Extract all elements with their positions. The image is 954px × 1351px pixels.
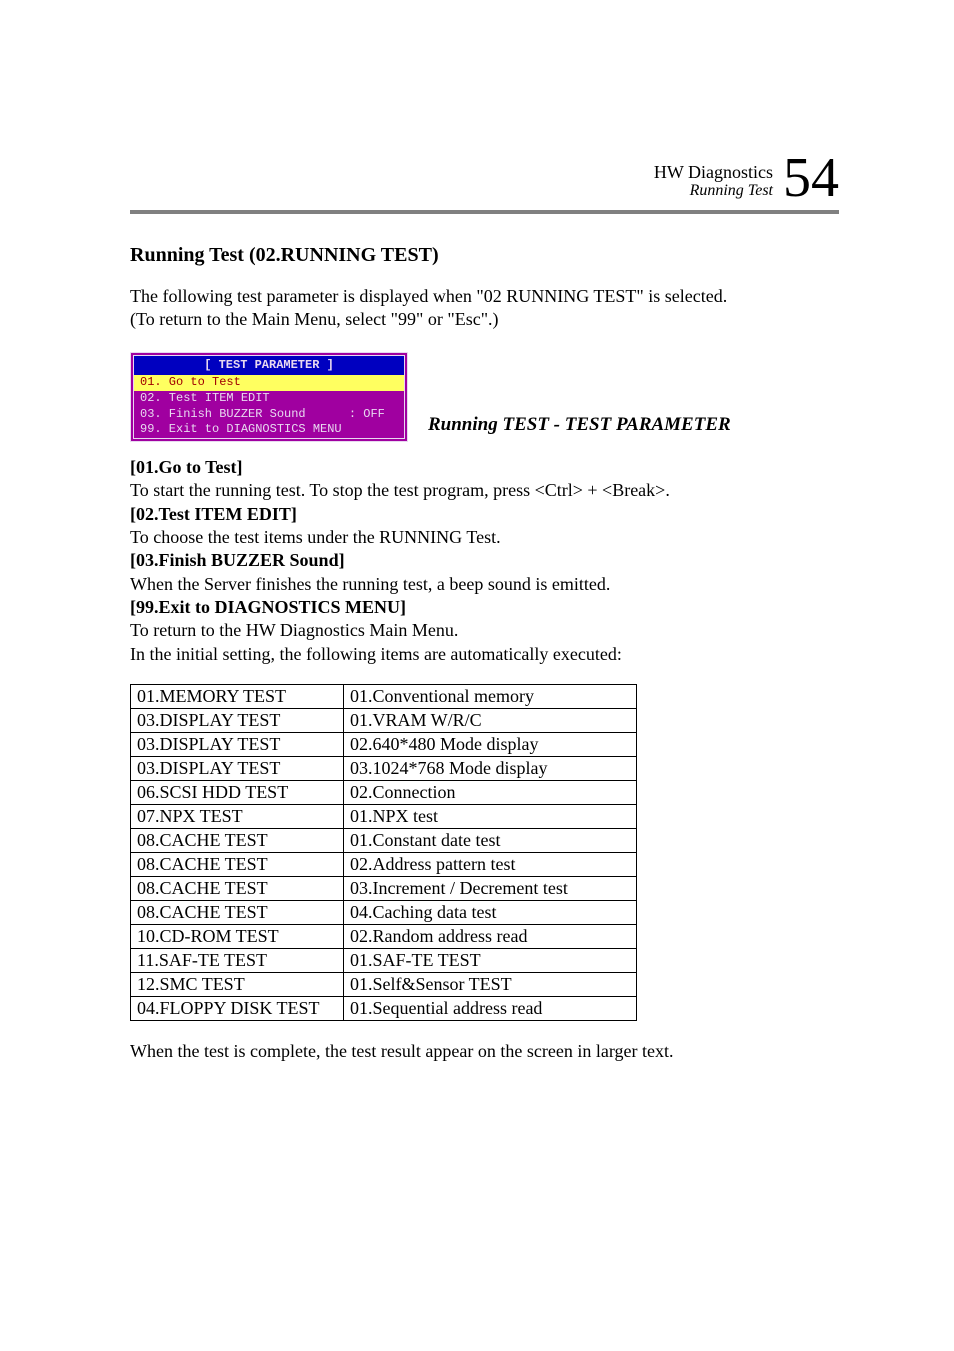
item-03-desc: When the Server finishes the running tes… xyxy=(130,573,839,596)
page-header: HW Diagnostics Running Test 54 xyxy=(130,150,839,206)
table-cell-test: 08.CACHE TEST xyxy=(131,829,344,853)
table-row: 01.MEMORY TEST01.Conventional memory xyxy=(131,685,637,709)
terminal-line-3: 03. Finish BUZZER Sound : OFF xyxy=(134,407,404,423)
table-row: 03.DISPLAY TEST02.640*480 Mode display xyxy=(131,733,637,757)
table-cell-test: 03.DISPLAY TEST xyxy=(131,733,344,757)
table-cell-test: 07.NPX TEST xyxy=(131,805,344,829)
menu-items-description: [01.Go to Test] To start the running tes… xyxy=(130,456,839,667)
table-cell-test: 08.CACHE TEST xyxy=(131,853,344,877)
table-cell-test: 04.FLOPPY DISK TEST xyxy=(131,997,344,1021)
table-cell-subtest: 02.Address pattern test xyxy=(344,853,637,877)
item-99-heading: [99.Exit to DIAGNOSTICS MENU] xyxy=(130,596,839,619)
table-cell-test: 03.DISPLAY TEST xyxy=(131,709,344,733)
table-cell-subtest: 03.Increment / Decrement test xyxy=(344,877,637,901)
table-cell-subtest: 01.Sequential address read xyxy=(344,997,637,1021)
table-row: 08.CACHE TEST01.Constant date test xyxy=(131,829,637,853)
closing-paragraph: When the test is complete, the test resu… xyxy=(130,1041,839,1062)
table-cell-subtest: 01.Conventional memory xyxy=(344,685,637,709)
item-99-desc: To return to the HW Diagnostics Main Men… xyxy=(130,619,839,642)
table-cell-subtest: 01.Constant date test xyxy=(344,829,637,853)
page-number: 54 xyxy=(783,150,839,206)
table-row: 10.CD-ROM TEST02.Random address read xyxy=(131,925,637,949)
auto-exec-line: In the initial setting, the following it… xyxy=(130,643,839,666)
terminal-line-1: 01. Go to Test xyxy=(134,375,404,391)
page-container: HW Diagnostics Running Test 54 Running T… xyxy=(0,0,954,1122)
table-row: 03.DISPLAY TEST03.1024*768 Mode display xyxy=(131,757,637,781)
table-cell-test: 06.SCSI HDD TEST xyxy=(131,781,344,805)
table-cell-subtest: 01.NPX test xyxy=(344,805,637,829)
terminal-line-4: 99. Exit to DIAGNOSTICS MENU xyxy=(134,422,404,438)
table-cell-test: 11.SAF-TE TEST xyxy=(131,949,344,973)
table-row: 08.CACHE TEST04.Caching data test xyxy=(131,901,637,925)
item-01-desc: To start the running test. To stop the t… xyxy=(130,479,839,502)
table-cell-subtest: 02.640*480 Mode display xyxy=(344,733,637,757)
intro-paragraph: The following test parameter is displaye… xyxy=(130,285,839,332)
table-row: 07.NPX TEST01.NPX test xyxy=(131,805,637,829)
table-cell-test: 08.CACHE TEST xyxy=(131,877,344,901)
terminal-content: 01. Go to Test 02. Test ITEM EDIT 03. Fi… xyxy=(134,375,404,437)
header-rule xyxy=(130,210,839,214)
table-cell-test: 10.CD-ROM TEST xyxy=(131,925,344,949)
test-items-tbody: 01.MEMORY TEST01.Conventional memory03.D… xyxy=(131,685,637,1021)
table-row: 08.CACHE TEST02.Address pattern test xyxy=(131,853,637,877)
table-row: 03.DISPLAY TEST01.VRAM W/R/C xyxy=(131,709,637,733)
terminal-title: [ TEST PARAMETER ] xyxy=(134,356,404,376)
intro-line-2: (To return to the Main Menu, select "99"… xyxy=(130,309,499,329)
table-cell-test: 01.MEMORY TEST xyxy=(131,685,344,709)
item-03-heading: [03.Finish BUZZER Sound] xyxy=(130,549,839,572)
table-cell-test: 12.SMC TEST xyxy=(131,973,344,997)
intro-line-1: The following test parameter is displaye… xyxy=(130,286,727,306)
terminal-line-2: 02. Test ITEM EDIT xyxy=(134,391,404,407)
table-row: 08.CACHE TEST03.Increment / Decrement te… xyxy=(131,877,637,901)
table-row: 12.SMC TEST01.Self&Sensor TEST xyxy=(131,973,637,997)
table-row: 11.SAF-TE TEST01.SAF-TE TEST xyxy=(131,949,637,973)
table-cell-test: 03.DISPLAY TEST xyxy=(131,757,344,781)
test-items-table: 01.MEMORY TEST01.Conventional memory03.D… xyxy=(130,684,637,1021)
table-cell-subtest: 03.1024*768 Mode display xyxy=(344,757,637,781)
figure-caption: Running TEST - TEST PARAMETER xyxy=(428,414,731,442)
table-cell-subtest: 01.SAF-TE TEST xyxy=(344,949,637,973)
item-01-heading: [01.Go to Test] xyxy=(130,456,839,479)
item-02-desc: To choose the test items under the RUNNI… xyxy=(130,526,839,549)
table-row: 04.FLOPPY DISK TEST01.Sequential address… xyxy=(131,997,637,1021)
header-title: HW Diagnostics xyxy=(654,163,773,183)
section-heading: Running Test (02.RUNNING TEST) xyxy=(130,244,839,267)
header-subtitle: Running Test xyxy=(654,182,773,200)
table-cell-subtest: 01.Self&Sensor TEST xyxy=(344,973,637,997)
table-cell-subtest: 02.Random address read xyxy=(344,925,637,949)
terminal-screenshot: [ TEST PARAMETER ] 01. Go to Test 02. Te… xyxy=(130,352,408,442)
table-row: 06.SCSI HDD TEST02.Connection xyxy=(131,781,637,805)
table-cell-test: 08.CACHE TEST xyxy=(131,901,344,925)
terminal-and-caption-row: [ TEST PARAMETER ] 01. Go to Test 02. Te… xyxy=(130,352,839,442)
header-text-block: HW Diagnostics Running Test xyxy=(654,163,773,206)
table-cell-subtest: 02.Connection xyxy=(344,781,637,805)
table-cell-subtest: 01.VRAM W/R/C xyxy=(344,709,637,733)
item-02-heading: [02.Test ITEM EDIT] xyxy=(130,503,839,526)
table-cell-subtest: 04.Caching data test xyxy=(344,901,637,925)
